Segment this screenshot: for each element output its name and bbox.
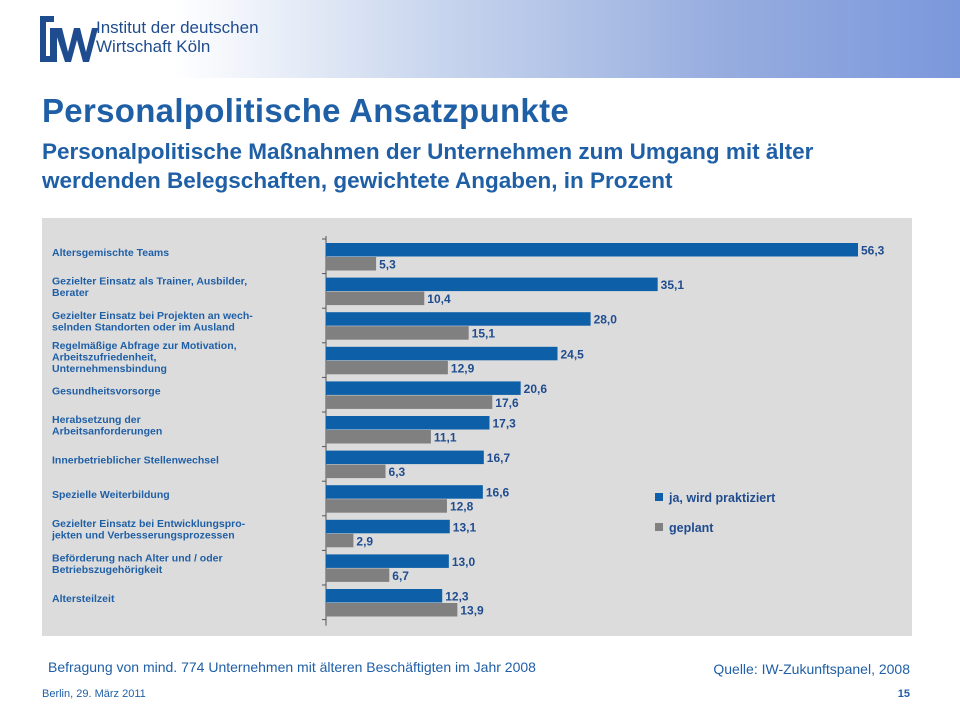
- bar-praktiziert: [326, 381, 521, 395]
- bar-praktiziert: [326, 589, 443, 603]
- page-number: 15: [897, 688, 910, 700]
- bar-praktiziert: [326, 450, 484, 465]
- category-label: selnden Standorten oder im Ausland: [52, 322, 235, 334]
- data-label: 12,9: [451, 361, 475, 375]
- category-label: Gezielter Einsatz bei Entwicklungspro-: [52, 518, 246, 530]
- data-label: 28,0: [594, 313, 618, 327]
- data-label: 2,9: [356, 534, 373, 548]
- legend-swatch: [655, 523, 663, 531]
- category-label: Altersteilzeit: [52, 593, 115, 605]
- page-title: Personalpolitische Ansatzpunkte: [42, 92, 570, 129]
- category-label: Herabsetzung der: [52, 414, 141, 426]
- category-label: Innerbetrieblicher Stellenwechsel: [52, 455, 219, 467]
- bar-geplant: [326, 568, 390, 582]
- data-label: 13,0: [452, 555, 476, 569]
- footer-date: Berlin, 29. März 2011: [42, 688, 146, 700]
- org-name-line2: Wirtschaft Köln: [96, 37, 211, 56]
- data-label: 6,7: [392, 569, 409, 583]
- header-banner: Institut der deutschen Wirtschaft Köln: [0, 0, 960, 78]
- data-label: 13,9: [460, 604, 484, 618]
- source-note: Quelle: IW-Zukunftspanel, 2008: [713, 661, 910, 677]
- category-label: Unternehmensbindung: [52, 363, 167, 375]
- category-label: Gezielter Einsatz als Trainer, Ausbilder…: [52, 276, 247, 288]
- data-label: 12,3: [445, 590, 469, 604]
- bar-geplant: [326, 499, 447, 513]
- data-label: 35,1: [661, 278, 685, 292]
- bar-chart: Altersgemischte Teams 56,3 5,3 Gezielter Ei…: [51, 236, 885, 626]
- legend-label: geplant: [669, 521, 714, 535]
- bar-praktiziert: [326, 554, 449, 568]
- category-label: Berater: [52, 287, 89, 299]
- category-label: Betriebszugehörigkeit: [52, 564, 163, 576]
- bar-geplant: [326, 464, 386, 479]
- bar-geplant: [326, 326, 469, 340]
- bar-praktiziert: [326, 485, 483, 499]
- iw-logo-icon: [40, 16, 98, 62]
- data-label: 16,7: [487, 451, 511, 465]
- bar-geplant: [326, 360, 448, 375]
- bar-praktiziert: [326, 416, 490, 430]
- data-label: 16,6: [486, 486, 510, 500]
- data-label: 11,1: [434, 431, 457, 445]
- bar-geplant: [326, 257, 377, 271]
- data-label: 15,1: [472, 327, 496, 341]
- category-label: Arbeitszufriedenheit,: [52, 351, 157, 363]
- bar-geplant: [326, 291, 425, 306]
- page-subtitle: Personalpolitische Maßnahmen der Unterne…: [42, 137, 922, 195]
- category-label: Gesundheitsvorsorge: [52, 385, 161, 397]
- bar-praktiziert: [326, 277, 658, 292]
- bar-praktiziert: [326, 243, 858, 257]
- data-label: 12,8: [450, 500, 474, 514]
- category-label: Spezielle Weiterbildung: [52, 489, 170, 501]
- category-label: Beförderung nach Alter und / oder: [52, 552, 223, 564]
- category-label: Regelmäßige Abfrage zur Motivation,: [52, 340, 237, 352]
- bar-praktiziert: [326, 312, 591, 326]
- category-label: jekten und Verbesserungsprozessen: [51, 529, 235, 541]
- data-label: 56,3: [861, 244, 885, 258]
- bar-geplant: [326, 430, 431, 444]
- data-label: 10,4: [427, 292, 451, 306]
- subtitle-line1: Personalpolitische Maßnahmen der Unterne…: [42, 139, 814, 164]
- legend-swatch: [655, 493, 663, 501]
- subtitle-line2: werdenden Belegschaften, gewichtete Anga…: [42, 168, 673, 193]
- survey-footnote: Befragung von mind. 774 Unternehmen mit …: [48, 659, 536, 675]
- data-label: 20,6: [524, 382, 548, 396]
- legend-label: ja, wird praktiziert: [668, 491, 776, 505]
- bar-geplant: [326, 395, 493, 409]
- data-label: 6,3: [389, 465, 406, 479]
- bar-praktiziert: [326, 519, 450, 534]
- chart-panel: Altersgemischte Teams 56,3 5,3 Gezielter Ei…: [42, 218, 912, 636]
- category-label: Arbeitsanforderungen: [52, 426, 162, 438]
- category-label: Altersgemischte Teams: [52, 247, 169, 259]
- data-label: 5,3: [379, 258, 396, 272]
- org-name: Institut der deutschen Wirtschaft Köln: [96, 18, 259, 56]
- category-label: Gezielter Einsatz bei Projekten an wech-: [52, 310, 253, 322]
- data-label: 13,1: [453, 520, 477, 534]
- bar-geplant: [326, 533, 354, 548]
- data-label: 17,3: [492, 417, 516, 431]
- bar-geplant: [326, 603, 458, 617]
- org-name-line1: Institut der deutschen: [96, 18, 259, 37]
- data-label: 24,5: [561, 347, 585, 361]
- bar-praktiziert: [326, 346, 558, 361]
- data-label: 17,6: [495, 396, 519, 410]
